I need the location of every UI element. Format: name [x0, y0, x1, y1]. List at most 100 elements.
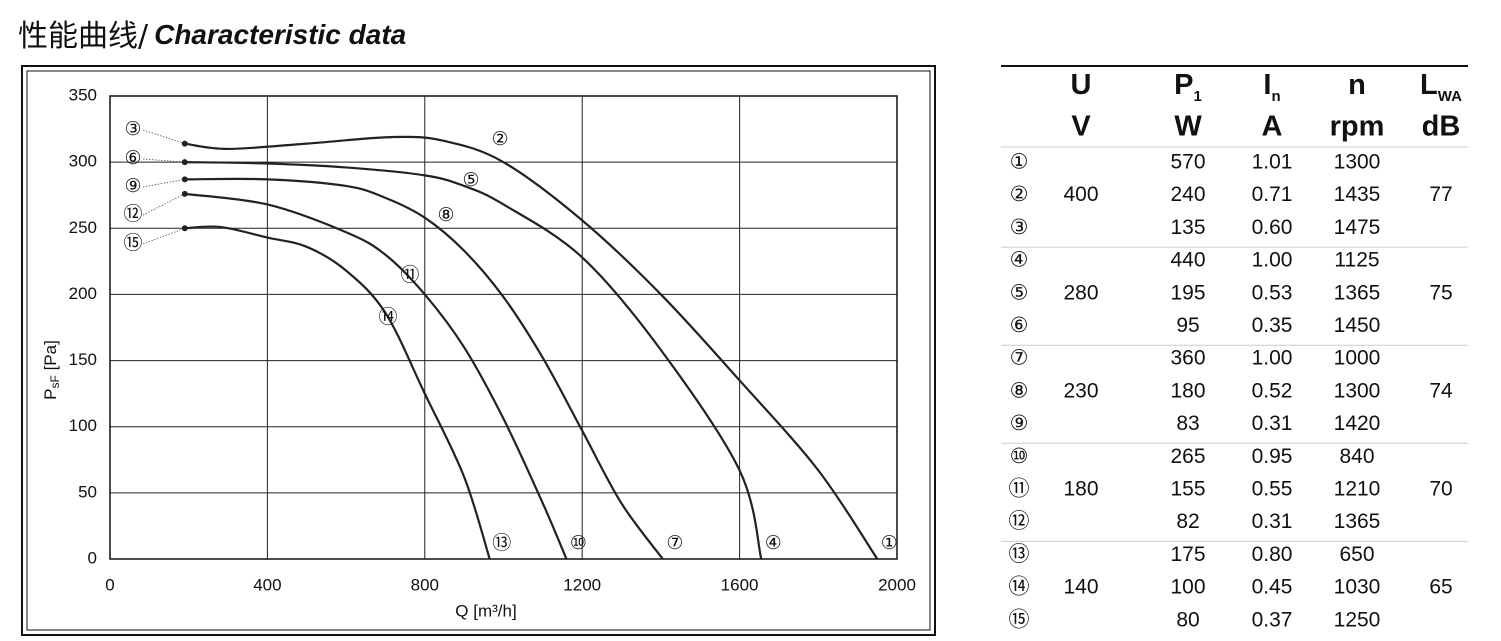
cell: 1450: [1334, 314, 1381, 337]
column-unit: dB: [1422, 111, 1461, 143]
start-point: [181, 140, 188, 147]
row-label: ⑫: [1009, 510, 1030, 533]
curve-label: ⑦: [666, 533, 683, 554]
cell: 1.01: [1252, 151, 1293, 174]
chart: 0 50 100 150 200 250 300 350 0 400 800 1200 1600 2000…: [41, 85, 915, 620]
x-tick-label: 1600: [721, 575, 759, 594]
row-label: ⑤: [1010, 281, 1029, 304]
start-point: [181, 159, 188, 166]
x-tick-label: 1200: [563, 575, 601, 594]
y-axis-label-part: sF: [48, 375, 62, 388]
header-subscript: n: [1271, 88, 1280, 105]
column-unit: V: [1071, 111, 1091, 143]
header-main: L: [1420, 69, 1438, 101]
cell: 0.60: [1252, 216, 1293, 239]
y-axis-label-part: [Pa]: [41, 340, 60, 375]
cell: 1.00: [1252, 249, 1293, 272]
x-tick-label: 800: [411, 575, 439, 594]
start-point: [181, 176, 188, 183]
row-label: ①: [1010, 151, 1029, 174]
header-main: P: [1174, 69, 1193, 101]
header-main: U: [1071, 69, 1092, 101]
x-tick-label: 400: [253, 575, 281, 594]
curve-label: ⑮: [123, 232, 142, 254]
cell: 1250: [1334, 608, 1381, 631]
y-tick-label: 300: [69, 152, 97, 171]
x-tick-label: 2000: [878, 575, 916, 594]
cell: 1365: [1334, 510, 1381, 533]
cell: 570: [1170, 151, 1205, 174]
cell: 135: [1170, 216, 1205, 239]
sound-cell: 70: [1429, 478, 1452, 501]
curve-label: ⑥: [124, 148, 141, 169]
cell: 0.31: [1252, 510, 1293, 533]
voltage-cell: 230: [1063, 379, 1098, 402]
column-unit: W: [1174, 111, 1202, 143]
column-header: n: [1348, 69, 1366, 101]
column-unit: rpm: [1330, 111, 1385, 143]
leader-line: [142, 227, 185, 245]
row-label: ⑭: [1009, 576, 1030, 599]
cell: 82: [1176, 510, 1199, 533]
curve: [184, 225, 491, 560]
leader-line: [142, 193, 185, 216]
cell: 195: [1170, 281, 1205, 304]
title-cn: 性能曲线/: [18, 19, 149, 54]
page-title: 性能曲线/Characteristic data: [18, 19, 406, 54]
row-label: ⑥: [1010, 314, 1029, 337]
cell: 1030: [1334, 576, 1381, 599]
y-axis-label-part: P: [41, 388, 60, 399]
leader-line: [142, 129, 185, 145]
curve-label: ④: [765, 533, 782, 554]
sound-cell: 74: [1429, 379, 1453, 402]
column-header: P1: [1174, 69, 1202, 105]
voltage-cell: 180: [1063, 478, 1098, 501]
cell: 155: [1170, 478, 1205, 501]
cell: 840: [1339, 445, 1374, 468]
row-label: ⑮: [1009, 608, 1030, 631]
cell: 1.00: [1252, 347, 1293, 370]
cell: 0.37: [1252, 608, 1293, 631]
cell: 1210: [1334, 478, 1381, 501]
leader-line: [142, 158, 185, 163]
curve: [184, 161, 763, 560]
cell: 0.35: [1252, 314, 1293, 337]
y-tick-label: 150: [69, 350, 97, 369]
title-en: Characteristic data: [154, 19, 406, 50]
chart-frame-inner: [26, 70, 931, 631]
header-subscript: 1: [1194, 88, 1202, 105]
cell: 1365: [1334, 281, 1381, 304]
cell: 0.95: [1252, 445, 1293, 468]
start-point: [181, 225, 188, 232]
curve-label: ⑤: [462, 170, 479, 191]
chart-frame-outer: [21, 65, 936, 636]
cell: 265: [1170, 445, 1205, 468]
cell: 1300: [1334, 379, 1381, 402]
start-point: [181, 190, 188, 197]
row-label: ③: [1010, 216, 1029, 239]
x-tick-label: 0: [105, 575, 114, 594]
y-tick-label: 50: [78, 482, 97, 501]
y-tick-label: 350: [69, 85, 97, 104]
cell: 175: [1170, 543, 1205, 566]
header-main: I: [1263, 69, 1271, 101]
curve-label: ⑩: [570, 533, 587, 554]
cell: 0.53: [1252, 281, 1293, 304]
curve-label: ⑬: [492, 532, 511, 554]
sound-cell: 65: [1429, 576, 1452, 599]
curve-label: ⑫: [123, 203, 142, 225]
curve-label: ⑧: [437, 205, 454, 226]
cell: 240: [1170, 183, 1205, 206]
column-unit: A: [1262, 111, 1283, 143]
cell: 0.55: [1252, 478, 1293, 501]
cell: 83: [1176, 412, 1199, 435]
column-header: In: [1263, 69, 1280, 105]
y-tick-label: 0: [88, 548, 97, 567]
cell: 0.80: [1252, 543, 1293, 566]
cell: 1000: [1334, 347, 1381, 370]
row-label: ⑨: [1010, 412, 1029, 435]
curve-label: ⑪: [400, 264, 419, 286]
cell: 80: [1176, 608, 1199, 631]
cell: 0.45: [1252, 576, 1293, 599]
